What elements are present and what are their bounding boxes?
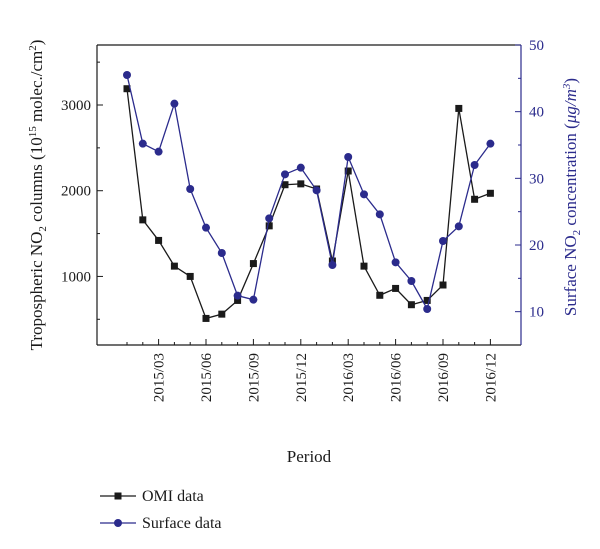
point-omi-data: [455, 104, 463, 112]
y-axis-right-label-part: concentration (: [561, 123, 580, 230]
point-omi-data: [392, 284, 400, 292]
point-surface-data: [186, 185, 195, 193]
point-omi-data: [486, 189, 494, 197]
point-surface-data: [170, 99, 179, 108]
point-surface-data: [281, 170, 289, 179]
point-surface-data: [407, 277, 416, 285]
y-axis-right-label-part: Surface NO: [561, 235, 580, 316]
y-right-tick-label: 50: [529, 38, 544, 54]
point-surface-data: [344, 153, 353, 161]
point-omi-data: [265, 222, 273, 230]
legend-label-surface-data: Surface data: [142, 515, 222, 532]
x-axis-label: Period: [287, 447, 332, 466]
point-omi-data: [471, 195, 479, 203]
x-tick-label: 2015/06: [199, 353, 215, 403]
y-axis-left-label-part: 15: [27, 126, 39, 138]
point-surface-data: [486, 139, 495, 148]
point-omi-data: [360, 262, 368, 270]
point-omi-data: [218, 310, 226, 318]
point-omi-data: [297, 180, 305, 188]
point-surface-data: [265, 214, 274, 223]
point-surface-data: [233, 291, 242, 300]
y-axis-right-label-part: g/m: [561, 89, 580, 115]
y-left-tick-label: 3000: [61, 98, 91, 114]
legend-marker-omi-data: [114, 492, 122, 500]
point-omi-data: [186, 272, 194, 280]
x-tick-label: 2015/12: [294, 353, 310, 402]
x-tick-label: 2016/03: [341, 353, 357, 402]
point-surface-data: [202, 223, 210, 232]
point-surface-data: [138, 139, 147, 148]
y-right-tick-label: 30: [529, 171, 544, 187]
y-axis-right-label-part: 2: [571, 230, 583, 236]
point-surface-data: [375, 210, 384, 219]
y-axis-right-label-part: 3: [561, 83, 573, 90]
point-surface-data: [439, 237, 447, 245]
y-axis-left-label-part: ): [27, 40, 46, 46]
series-line-omi-data: [126, 88, 491, 320]
point-omi-data: [344, 167, 352, 175]
point-omi-data: [202, 314, 210, 322]
y-left-tick-label: 1000: [61, 269, 91, 285]
y-right-tick-label: 40: [529, 105, 544, 121]
y-axis-left-label-part: Tropospheric NO: [27, 232, 46, 351]
point-surface-data: [470, 161, 479, 169]
point-surface-data: [312, 186, 321, 195]
point-surface-data: [423, 305, 432, 313]
point-omi-data: [407, 301, 415, 309]
point-surface-data: [123, 71, 131, 79]
point-surface-data: [454, 222, 463, 231]
point-omi-data: [139, 216, 147, 224]
point-surface-data: [217, 249, 226, 257]
point-surface-data: [249, 295, 258, 304]
x-tick-label: 2015/09: [246, 353, 262, 402]
point-omi-data: [423, 296, 431, 304]
y-axis-left-label-part: columns (10: [27, 137, 46, 226]
y-axis-right-label: Surface NO2 concentration (μg/m3): [561, 78, 583, 316]
point-omi-data: [234, 296, 242, 304]
x-tick-label: 2015/03: [152, 353, 168, 402]
point-omi-data: [123, 85, 131, 93]
point-surface-data: [328, 261, 337, 269]
point-surface-data: [391, 258, 400, 267]
y-axis-left-label: Tropospheric NO2 columns (1015 molec./cm…: [27, 40, 49, 351]
legend-marker-surface-data: [114, 519, 122, 527]
series-line-surface-data: [126, 74, 491, 311]
y-axis-left-label-part: molec./cm: [27, 51, 46, 127]
y-right-tick-label: 10: [529, 305, 544, 321]
point-omi-data: [281, 181, 289, 189]
point-omi-data: [155, 236, 163, 244]
point-surface-data: [154, 147, 163, 156]
x-tick-label: 2016/09: [436, 353, 452, 402]
y-axis-left-label-part: 2: [27, 45, 39, 51]
point-surface-data: [360, 190, 368, 199]
point-omi-data: [249, 260, 257, 268]
point-surface-data: [296, 163, 305, 172]
point-omi-data: [376, 291, 384, 299]
y-left-tick-label: 2000: [61, 184, 91, 200]
x-tick-label: 2016/06: [389, 353, 405, 403]
y-axis-left-label-part: 2: [37, 226, 49, 232]
x-tick-label: 2016/12: [483, 353, 499, 402]
legend-label-omi-data: OMI data: [142, 488, 204, 505]
y-axis-right-label-part: ): [561, 78, 580, 84]
point-omi-data: [170, 262, 178, 270]
y-axis-right-label-part: μ: [561, 115, 580, 125]
y-right-tick-label: 20: [529, 238, 544, 254]
point-omi-data: [439, 281, 447, 289]
